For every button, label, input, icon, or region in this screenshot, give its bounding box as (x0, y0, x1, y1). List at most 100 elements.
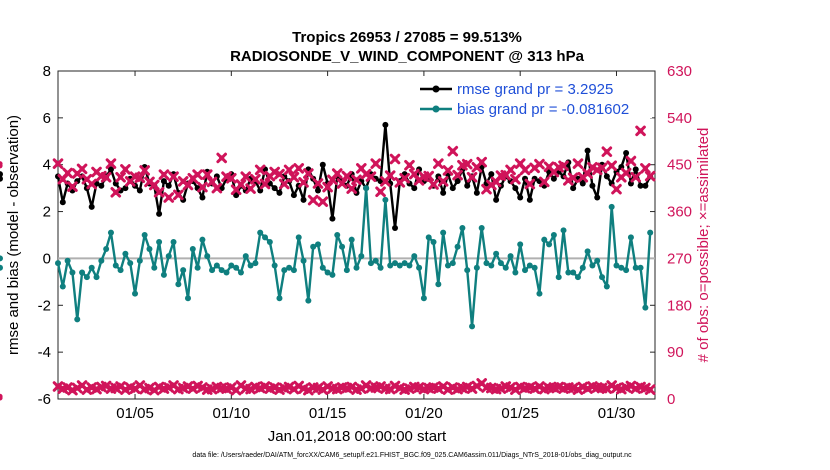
obs-assimilated-point (0, 395, 3, 401)
bias-point (112, 262, 119, 269)
obs-possible-cross (235, 179, 247, 190)
bias-point (565, 269, 572, 276)
obs-possible-point (0, 161, 3, 167)
obs-possible-cross (447, 145, 459, 157)
obs-possible-cross (139, 165, 150, 176)
obs-possible-cross (346, 183, 357, 194)
bias-point (276, 295, 283, 302)
bias-point (290, 267, 297, 274)
bias-point (517, 241, 524, 248)
rmse-point (319, 161, 326, 168)
obs-possible-cross (437, 176, 449, 187)
x-tick-label: 01/15 (309, 405, 347, 422)
rmse-point (488, 171, 495, 178)
legend: rmse grand pr = 3.2925 bias grand pr = -0… (416, 77, 652, 118)
obs-possible-cross (606, 160, 617, 172)
obs-possible-cross (317, 196, 329, 207)
bias-point (343, 267, 350, 274)
obs-possible-cross (163, 192, 175, 203)
rmse-point (165, 182, 172, 189)
rmse-point (233, 192, 240, 199)
rmse-point (550, 175, 557, 182)
bias-point (146, 246, 153, 253)
right-y-tick-label: 630 (667, 63, 692, 80)
bias-point (642, 304, 649, 311)
obs-possible-cross (505, 164, 516, 176)
rmse-point (440, 189, 447, 196)
x-tick-label: 01/30 (598, 405, 636, 422)
rmse-point (88, 203, 95, 210)
bias-point (151, 264, 158, 271)
rmse-point (98, 182, 105, 189)
bias-point (444, 262, 451, 269)
obs-possible-cross (312, 178, 324, 189)
x-tick-label: 01/20 (405, 405, 443, 422)
obs-possible-cross (476, 156, 487, 168)
bias-point (247, 262, 254, 269)
bias-point (594, 257, 601, 264)
bias-point (310, 243, 317, 250)
bias-point (88, 264, 95, 271)
obs-possible-cross (524, 178, 536, 190)
rmse-point (589, 182, 596, 189)
obs-possible-cross (534, 158, 545, 170)
chart-title: Tropics 26953 / 27085 = 99.513% (292, 29, 522, 46)
bias-point (319, 264, 326, 271)
bias-point (401, 260, 408, 267)
bias-point (64, 257, 71, 264)
right-y-tick-label: 540 (667, 110, 692, 127)
rmse-point (59, 199, 66, 206)
rmse-point (382, 121, 389, 128)
bias-point (599, 274, 606, 281)
bias-point (305, 297, 312, 304)
rmse-point (623, 150, 630, 156)
bias-point (262, 234, 269, 241)
y-tick-label: 2 (43, 204, 51, 221)
right-y-tick-label: 0 (667, 391, 675, 408)
bias-point (132, 290, 139, 297)
obs-possible-cross (519, 164, 531, 176)
obs-possible-cross (389, 153, 401, 165)
bias-point (627, 234, 634, 241)
rmse-point (276, 189, 283, 196)
obs-possible-cross (240, 171, 252, 182)
obs-possible-cross (322, 181, 333, 193)
obs-possible-cross (365, 171, 377, 182)
rmse-point (314, 187, 321, 194)
obs-possible-cross (226, 172, 237, 184)
y-tick-label: -6 (38, 391, 51, 408)
bias-point (478, 224, 485, 231)
bias-point (156, 239, 163, 246)
bias-point (430, 239, 437, 246)
rmse-point (0, 171, 3, 178)
bias-point (497, 260, 504, 267)
obs-possible-cross (115, 171, 126, 183)
bias-point (348, 236, 355, 243)
obs-possible-cross (245, 183, 256, 194)
y-tick-label: -4 (38, 344, 51, 361)
rmse-point (160, 178, 167, 185)
bias-point (502, 264, 509, 271)
bias-point (266, 239, 273, 246)
bias-point (194, 264, 201, 271)
obs-possible-cross (307, 194, 319, 206)
bias-point (411, 253, 418, 260)
x-tick-label: 01/05 (116, 405, 154, 422)
obs-possible-cross (168, 171, 179, 182)
bias-point (531, 264, 538, 271)
bias-point (252, 260, 259, 267)
rmse-legend-marker (432, 85, 440, 93)
bias-point (74, 316, 81, 323)
right-y-tick-label: 90 (667, 344, 684, 361)
bias-point (536, 290, 543, 297)
bias-point (136, 257, 143, 264)
obs-possible-cross (274, 168, 285, 180)
rmse-point (570, 185, 577, 192)
obs-possible-cross (120, 164, 131, 175)
bias-point (550, 232, 557, 238)
x-axis-label: Jan.01,2018 00:00:00 start (268, 428, 447, 445)
bias-point (184, 295, 191, 302)
rmse-point (122, 185, 129, 192)
rmse-point (584, 147, 591, 154)
rmse-point (642, 182, 649, 189)
